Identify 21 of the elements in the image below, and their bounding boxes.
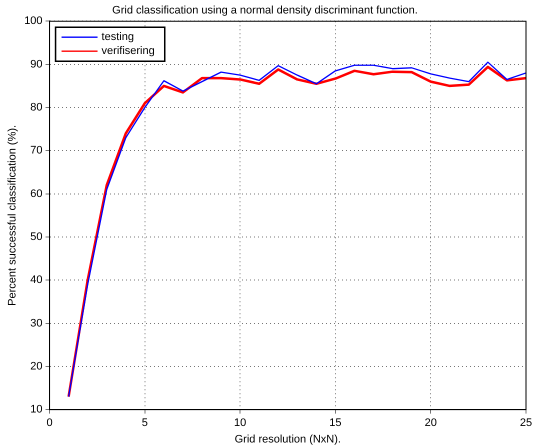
x-axis-title: Grid resolution (NxN). <box>234 433 341 446</box>
y-tick-label: 60 <box>30 188 43 200</box>
legend-label: verifisering <box>102 45 155 58</box>
x-tick-label: 10 <box>234 417 246 430</box>
x-tick-label: 15 <box>329 417 342 430</box>
y-tick-label: 100 <box>24 15 43 28</box>
y-tick-label: 70 <box>30 144 43 157</box>
x-tick-label: 0 <box>46 417 53 430</box>
y-tick-label: 50 <box>30 231 43 244</box>
legend-label: testing <box>102 31 134 44</box>
x-tick-label: 5 <box>142 417 148 430</box>
y-tick-label: 40 <box>30 274 43 286</box>
y-tick-label: 10 <box>30 404 43 416</box>
x-tick-label: 20 <box>424 417 437 430</box>
y-tick-label: 80 <box>30 102 43 114</box>
y-axis-title: Percent successful classification (%). <box>6 124 19 306</box>
chart-title: Grid classification using a normal density discriminant function. <box>112 4 418 17</box>
x-tick-label: 25 <box>520 417 532 430</box>
y-tick-label: 90 <box>30 58 43 70</box>
y-tick-label: 30 <box>30 317 43 330</box>
y-tick-label: 20 <box>30 360 43 372</box>
